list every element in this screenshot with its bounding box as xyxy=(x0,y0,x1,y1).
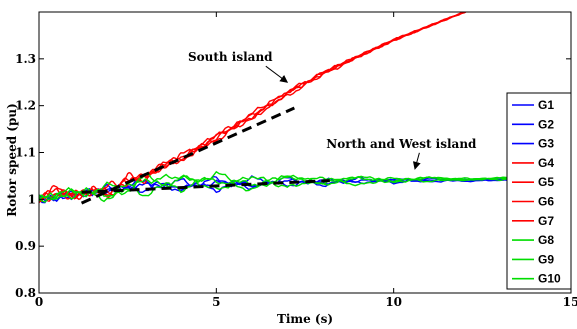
y-tick-label: 0.8 xyxy=(15,286,36,300)
annotation-arrow xyxy=(265,65,289,83)
y-axis-label: Rotor speed (pu) xyxy=(5,103,19,216)
legend: G1 G2 G3 G4 G5 G6 G7 G8 G9 G10 xyxy=(506,92,572,290)
x-axis-label: Time (s) xyxy=(277,312,333,326)
legend-entry-g9: G9 xyxy=(538,252,554,266)
legend-box xyxy=(506,92,572,290)
x-tick-label: 10 xyxy=(385,295,402,309)
legend-entry-g6: G6 xyxy=(538,195,554,209)
x-tick-label: 5 xyxy=(212,295,220,309)
x-tick-label: 15 xyxy=(563,295,577,309)
y-tick-label: 1.3 xyxy=(15,52,36,66)
legend-entry-g5: G5 xyxy=(538,175,554,189)
y-tick-label: 1.1 xyxy=(15,146,36,160)
trend-layer xyxy=(80,106,330,205)
legend-entry-g4: G4 xyxy=(538,156,554,170)
annotation-south-island: South island xyxy=(188,50,273,64)
y-tick-label: 1 xyxy=(28,192,36,206)
annotation-north-west-island: North and West island xyxy=(326,137,477,151)
trend-line-2 xyxy=(81,179,330,194)
x-tick-label: 0 xyxy=(35,295,43,309)
legend-entry-g2: G2 xyxy=(538,117,554,131)
legend-entry-g3: G3 xyxy=(538,137,554,151)
trend-line-1 xyxy=(80,106,295,205)
y-tick-label: 1.2 xyxy=(15,99,36,113)
y-tick-label: 0.9 xyxy=(15,239,36,253)
legend-entry-g8: G8 xyxy=(538,233,554,247)
legend-entry-g7: G7 xyxy=(538,214,554,228)
series-line-g10 xyxy=(39,174,571,203)
plot-area xyxy=(39,12,571,293)
annotation-arrow xyxy=(412,152,421,170)
plot-background xyxy=(39,12,571,293)
legend-entry-g10: G10 xyxy=(538,272,561,286)
annotation-layer: South island North and West island xyxy=(188,50,477,170)
legend-entry-g1: G1 xyxy=(538,98,554,112)
